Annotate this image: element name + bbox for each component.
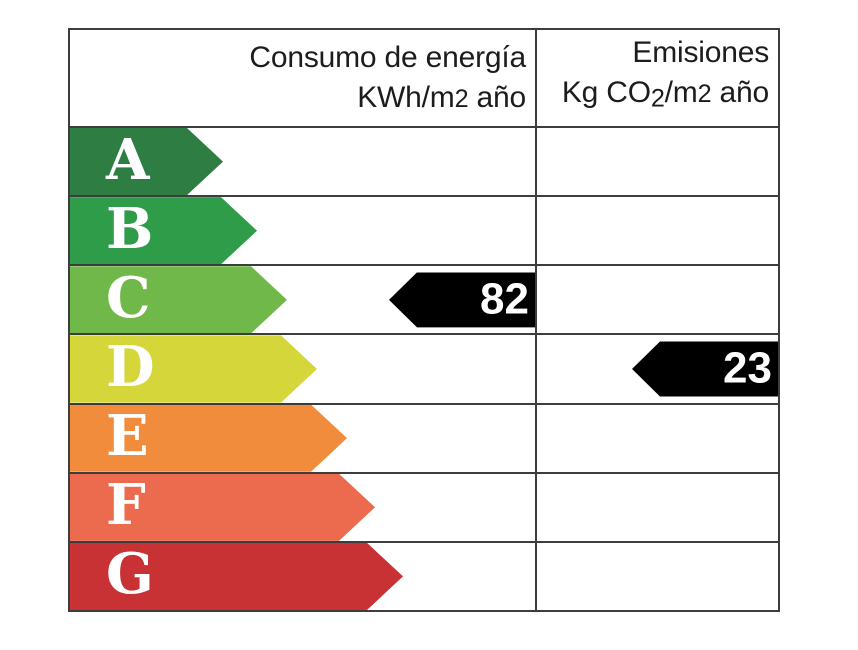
rating-arrow-d: D [70,335,317,402]
emissions-cell-a [535,128,778,196]
unit-text: año [711,76,770,110]
rating-row-d: D 23 [70,333,778,403]
unit-text: Kg CO [561,76,651,110]
rating-row-c: C 82 [70,264,778,334]
energy-cell-f: F [70,474,535,541]
unit-subscript: 2 [650,85,665,113]
header-energy-column: Consumo de energía KWh/m2 año [70,30,535,126]
emissions-column-title: Emisiones [632,36,769,70]
energy-cell-e: E [70,405,535,472]
unit-exponent: 2 [697,80,712,109]
rating-arrow-e: E [70,405,347,472]
rating-letter-e: E [106,403,149,470]
rating-row-a: A [70,126,778,196]
energy-cell-a: A [70,128,535,195]
energy-cell-g: G [70,543,535,610]
emissions-cell-e [535,404,778,472]
header-row: Consumo de energía KWh/m2 año Emisiones … [70,30,778,126]
emissions-value: 23 [723,343,772,393]
unit-text: año [468,81,527,114]
rating-arrow-c: C [70,266,287,333]
energy-column-title: Consumo de energía [249,41,526,74]
rating-row-f: F [70,471,778,541]
emissions-cell-b [535,197,778,265]
rating-arrow-a: A [70,128,223,195]
emissions-column-unit: Kg CO2/m2 año [562,73,769,119]
rating-row-b: B [70,195,778,265]
rating-letter-c: C [106,264,151,331]
rating-letter-g: G [106,541,154,608]
energy-cell-c: C 82 [70,266,535,333]
emissions-value-arrow: 23 [632,341,778,397]
energy-certificate-label: Consumo de energía KWh/m2 año Emisiones … [68,28,780,612]
rating-arrow-f: F [70,474,375,541]
energy-cell-d: D [70,335,535,402]
energy-column-unit: KWh/m2 año [357,78,526,119]
consumption-value-arrow: 82 [389,272,535,328]
rating-letter-f: F [106,472,146,539]
unit-text: /m [664,76,698,110]
emissions-cell-g [535,542,778,610]
rating-letter-b: B [106,195,154,262]
unit-exponent: 2 [454,85,469,113]
rating-row-e: E [70,402,778,472]
rating-letter-a: A [106,126,150,193]
rating-row-g: G [70,540,778,610]
rating-letter-d: D [106,333,155,400]
consumption-value: 82 [480,274,529,324]
rating-arrow-g: G [70,543,403,610]
header-emissions-column: Emisiones Kg CO2/m2 año [535,30,778,126]
emissions-cell-f [535,473,778,541]
emissions-cell-c [535,266,778,334]
energy-cell-b: B [70,197,535,264]
rating-arrow-b: B [70,197,257,264]
unit-text: KWh/m [357,81,455,114]
emissions-cell-d: 23 [535,335,778,403]
